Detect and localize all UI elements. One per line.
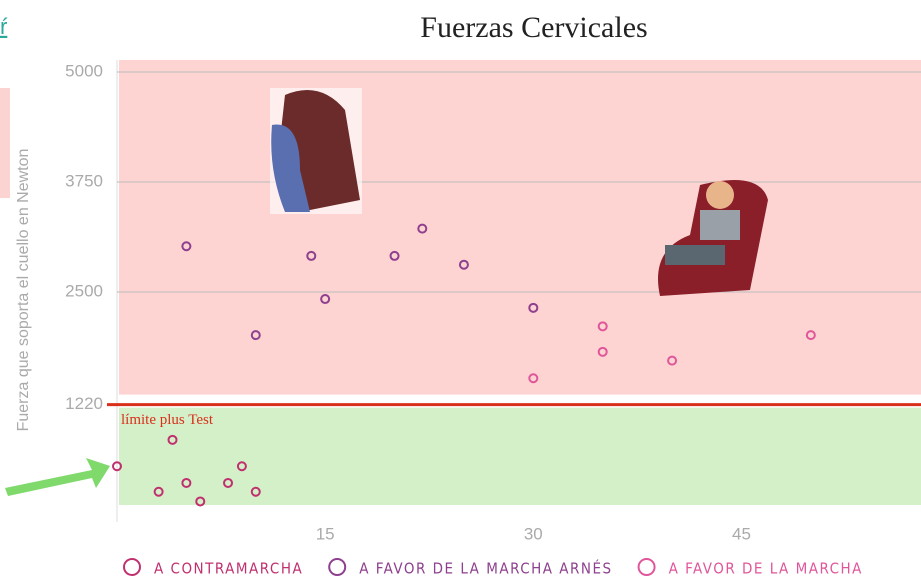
legend-marker [639, 559, 655, 575]
chart: ŕ Fuerzas Cervicales Fuerza que soporta … [0, 0, 921, 584]
safe-zone [119, 408, 921, 505]
x-tick-label: 45 [732, 524, 751, 543]
x-tick-label: 30 [524, 524, 543, 543]
legend-marker [124, 559, 140, 575]
y-tick-label: 2500 [65, 281, 103, 300]
arrow [5, 458, 110, 496]
side-panel [0, 88, 10, 198]
y-axis-label: Fuerza que soporta el cuello en Newton [15, 149, 32, 432]
danger-zone [119, 60, 921, 395]
legend-label: A CONTRAMARCHA [154, 560, 303, 578]
legend-label: A FAVOR DE LA MARCHA ARNÉS [359, 559, 612, 578]
chart-title: Fuerzas Cervicales [420, 11, 647, 44]
corner-link[interactable]: ŕ [0, 14, 8, 39]
seat-image [270, 88, 362, 214]
legend-label: A FAVOR DE LA MARCHA [669, 560, 863, 578]
y-tick-label: 5000 [65, 61, 103, 80]
y-tick-label: 1220 [65, 394, 103, 413]
y-tick-label: 3750 [65, 171, 103, 190]
annotation: límite plus Test [121, 412, 214, 428]
x-tick-label: 15 [316, 524, 335, 543]
legend-marker [329, 559, 345, 575]
